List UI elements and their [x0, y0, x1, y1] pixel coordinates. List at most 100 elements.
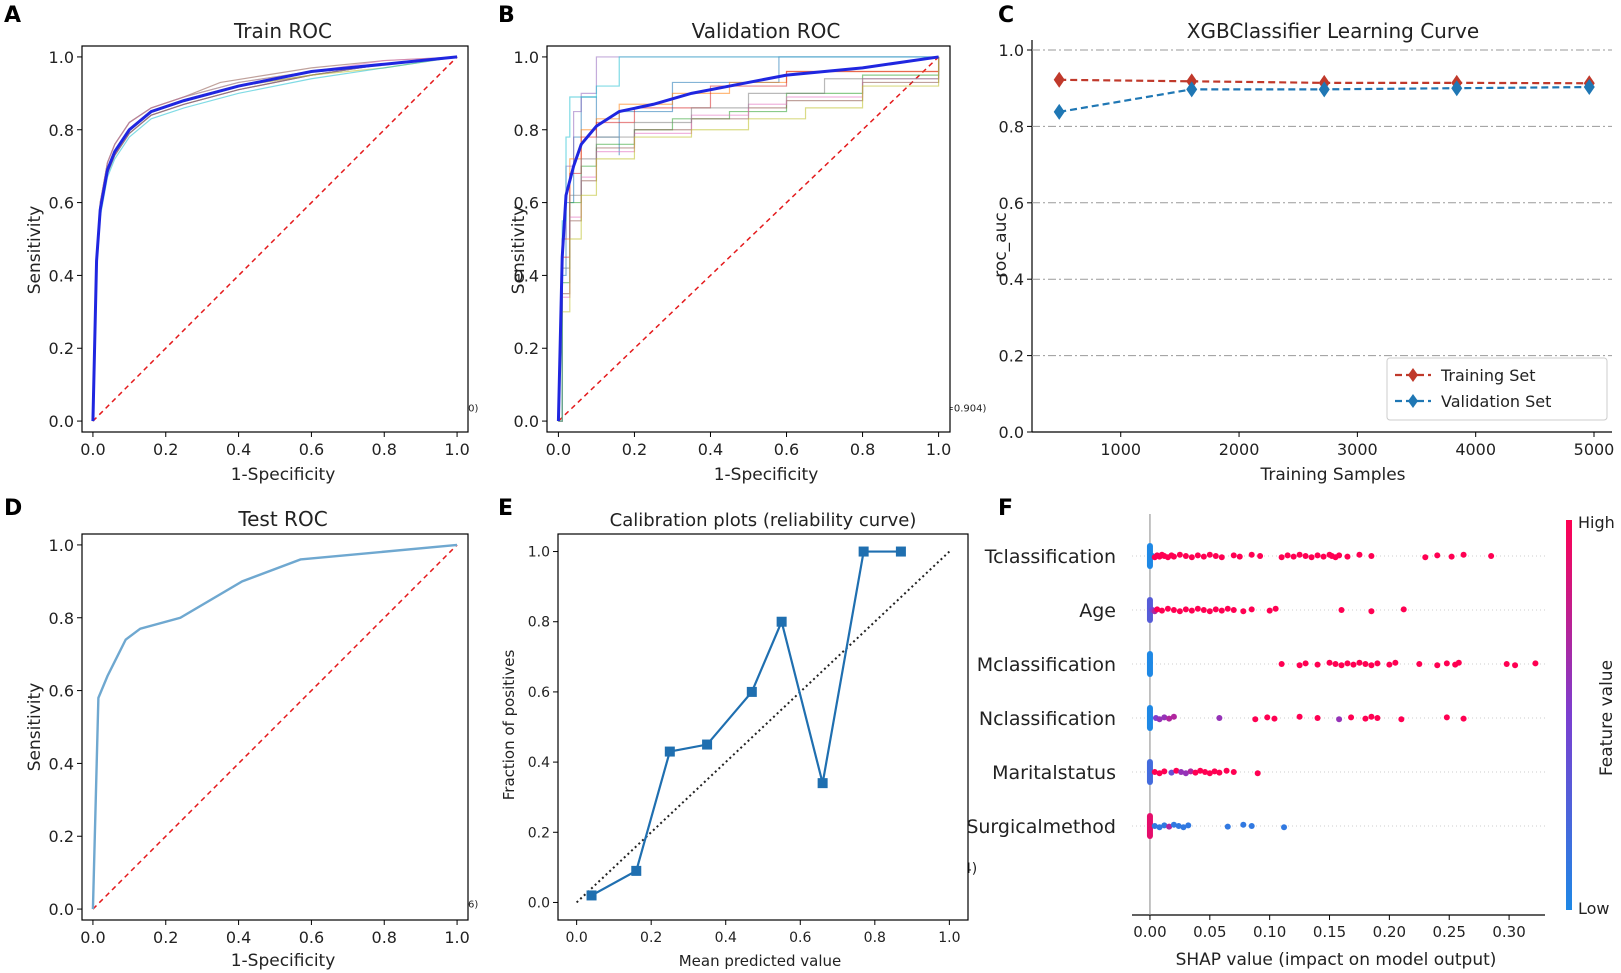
chart-e-xgb-marker	[895, 546, 906, 557]
chart-c-xtick-label: 4000	[1455, 440, 1496, 459]
chart-f-shap-point	[1344, 553, 1351, 560]
chart-c-legend: Training Set Validation Set	[1386, 357, 1608, 421]
colorbar-low-label: Low	[1578, 899, 1610, 918]
chart-f-shap-point	[1368, 713, 1375, 720]
chart-f-shap-point	[1326, 659, 1333, 666]
chart-f-shap-point	[1308, 554, 1315, 561]
chart-f-shap-point	[1460, 551, 1467, 558]
chart-e-ytick-label: 0.6	[528, 685, 550, 701]
chart-f-xtick-label: 0.00	[1133, 923, 1166, 941]
chart-f-shap-point	[1302, 660, 1309, 667]
chart-f-shap-point	[1278, 661, 1285, 667]
chart-c-xtick-label: 1000	[1100, 440, 1141, 459]
chart-f-shap-point	[1161, 768, 1168, 775]
chart-b-fold-4-line	[558, 56, 940, 422]
chart-f-xtick-label: 0.20	[1373, 923, 1406, 941]
chart-f-shap-point	[1386, 661, 1393, 668]
chart-c-validation-marker	[1318, 81, 1330, 98]
chart-f-shap-point	[1455, 659, 1462, 666]
chart-d-xtick-label: 0.6	[299, 928, 324, 947]
chart-f-shap-point	[1166, 715, 1173, 722]
chart-f-shap-point	[1344, 660, 1351, 667]
chart-f-shap-point	[1314, 715, 1321, 721]
chart-f-shap-point	[1170, 713, 1177, 720]
chart-f-shap-point	[1252, 716, 1259, 723]
chart-c-xtick-label: 5000	[1574, 440, 1615, 459]
chart-f-shap-point	[1230, 769, 1237, 775]
chart-f-shap-point	[1236, 553, 1243, 560]
chart-f-shap-point	[1248, 823, 1255, 829]
chart-f-shap-point	[1168, 769, 1175, 776]
chart-e-xgb-marker	[746, 686, 757, 697]
plot-layer: 0.0 0.2 0.4 0.6 0.8 1.00.00.20.40.60.81.00.0 0…	[49, 40, 1615, 947]
chart-a-xtick-label: 0.8	[372, 440, 397, 459]
chart-b-xlabel: 1-Specificity	[714, 465, 819, 485]
chart-d-chance-line	[92, 544, 458, 910]
chart-d-ytick-label: 0.4	[49, 754, 74, 773]
chart-f-shap-point	[1216, 715, 1223, 721]
chart-d-ytick-label: 0.0	[49, 900, 74, 919]
chart-f-shap-point	[1212, 606, 1219, 613]
chart-f-shap-point	[1218, 607, 1225, 614]
chart-e-ytick-label: 0.8	[528, 615, 550, 631]
panel-letter-a: A	[4, 3, 21, 28]
chart-b-ytick-label: 0.8	[514, 121, 539, 140]
chart-b-ytick-label: 1.0	[514, 48, 539, 67]
chart-d-ytick-label: 1.0	[49, 536, 74, 555]
chart-f-shap-point	[1314, 661, 1321, 668]
chart-f-shap-point	[1154, 606, 1161, 613]
chart-b-ytick-label: 0.4	[514, 266, 539, 285]
chart-e-xtick-label: 0.0	[566, 930, 588, 946]
chart-f-shap-point	[1230, 552, 1237, 559]
chart-f-shap-point	[1146, 659, 1153, 666]
chart-a-xtick-label: 0.6	[299, 440, 324, 459]
chart-a-xtick-label: 0.0	[80, 440, 105, 459]
chart-f-shap-point	[1146, 713, 1153, 720]
chart-e-xtick-label: 1.0	[938, 930, 960, 946]
chart-e-xgb-marker	[586, 890, 597, 901]
chart-f-shap-point	[1166, 823, 1173, 830]
panel-letter-c: C	[998, 3, 1014, 28]
chart-f-shap-point	[1170, 607, 1177, 613]
chart-f-xtick-label: 0.30	[1492, 923, 1525, 941]
chart-f-shap-point	[1197, 767, 1204, 774]
chart-a-xtick-label: 1.0	[444, 440, 469, 459]
chart-c-ylabel: roc_auc	[991, 212, 1011, 277]
chart-f-shap-point	[1185, 822, 1192, 829]
chart-c-ytick-label: 1.0	[999, 41, 1024, 60]
chart-f-shap-point	[1512, 662, 1519, 669]
chart-e-title: Calibration plots (reliability curve)	[610, 510, 917, 531]
chart-c-ytick-label: 0.4	[999, 270, 1024, 289]
colorbar-high-label: High	[1578, 513, 1615, 532]
chart-c-training-marker	[1053, 71, 1065, 88]
chart-f-shap-point	[1151, 823, 1158, 829]
chart-e-ytick-label: 0.4	[528, 755, 550, 771]
panel-letter-d: D	[4, 496, 22, 521]
chart-f-feature-label: Maritalstatus	[992, 762, 1116, 784]
chart-b-chance-line	[557, 56, 940, 422]
chart-f-shap-point	[1182, 770, 1189, 777]
panel-letter-f: F	[998, 496, 1013, 521]
chart-f-shap-point	[1182, 606, 1189, 613]
chart-e-xgb-marker	[817, 778, 828, 789]
chart-f-feature-label: Nclassification	[979, 708, 1116, 730]
chart-b-mean-roc-line	[556, 55, 939, 422]
chart-f-shap-point	[1416, 661, 1423, 667]
chart-f-shap-point	[1338, 607, 1345, 613]
chart-f-xtick-label: 0.05	[1193, 923, 1226, 941]
chart-f-shap-point	[1398, 716, 1405, 723]
chart-f-shap-point	[1173, 767, 1180, 774]
chart-d-xtick-label: 0.0	[80, 928, 105, 947]
chart-e-xtick-label: 0.2	[640, 930, 662, 946]
chart-e-xgb-marker	[776, 616, 787, 627]
chart-f-shap-point	[1272, 605, 1279, 612]
chart-c-xtick-label: 2000	[1219, 440, 1260, 459]
chart-f-shap-point	[1161, 714, 1168, 721]
chart-f-shap-point	[1175, 823, 1182, 829]
chart-f-shap-point	[1332, 661, 1339, 667]
chart-f-shap-point	[1156, 716, 1163, 723]
chart-f-shap-point	[1206, 770, 1213, 777]
chart-f-shap-point	[1374, 715, 1381, 721]
chart-f-shap-point	[1156, 770, 1163, 777]
chart-a-ytick-label: 0.8	[49, 121, 74, 140]
